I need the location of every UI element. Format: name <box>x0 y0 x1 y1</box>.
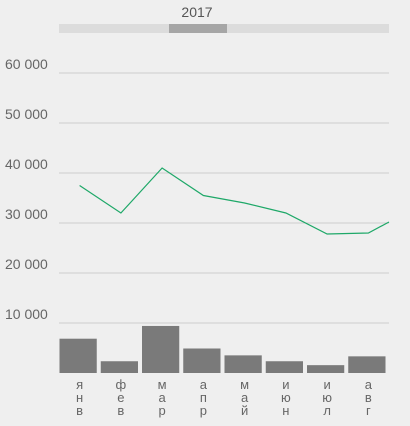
bar <box>348 356 386 373</box>
y-tick-label: 60 000 <box>5 56 48 72</box>
series-line <box>79 167 390 235</box>
bar <box>59 338 97 373</box>
y-tick-label: 20 000 <box>5 256 48 272</box>
y-tick-label: 30 000 <box>5 206 48 222</box>
bar <box>307 365 345 373</box>
year-scroll-thumb[interactable] <box>169 24 227 33</box>
year-label: 2017 <box>181 4 212 20</box>
y-tick-label: 10 000 <box>5 306 48 322</box>
y-tick-label: 40 000 <box>5 156 48 172</box>
bar <box>100 361 138 373</box>
bar <box>265 361 303 373</box>
bar <box>224 355 262 373</box>
bar <box>183 348 221 373</box>
bar <box>142 325 180 373</box>
y-tick-label: 50 000 <box>5 106 48 122</box>
